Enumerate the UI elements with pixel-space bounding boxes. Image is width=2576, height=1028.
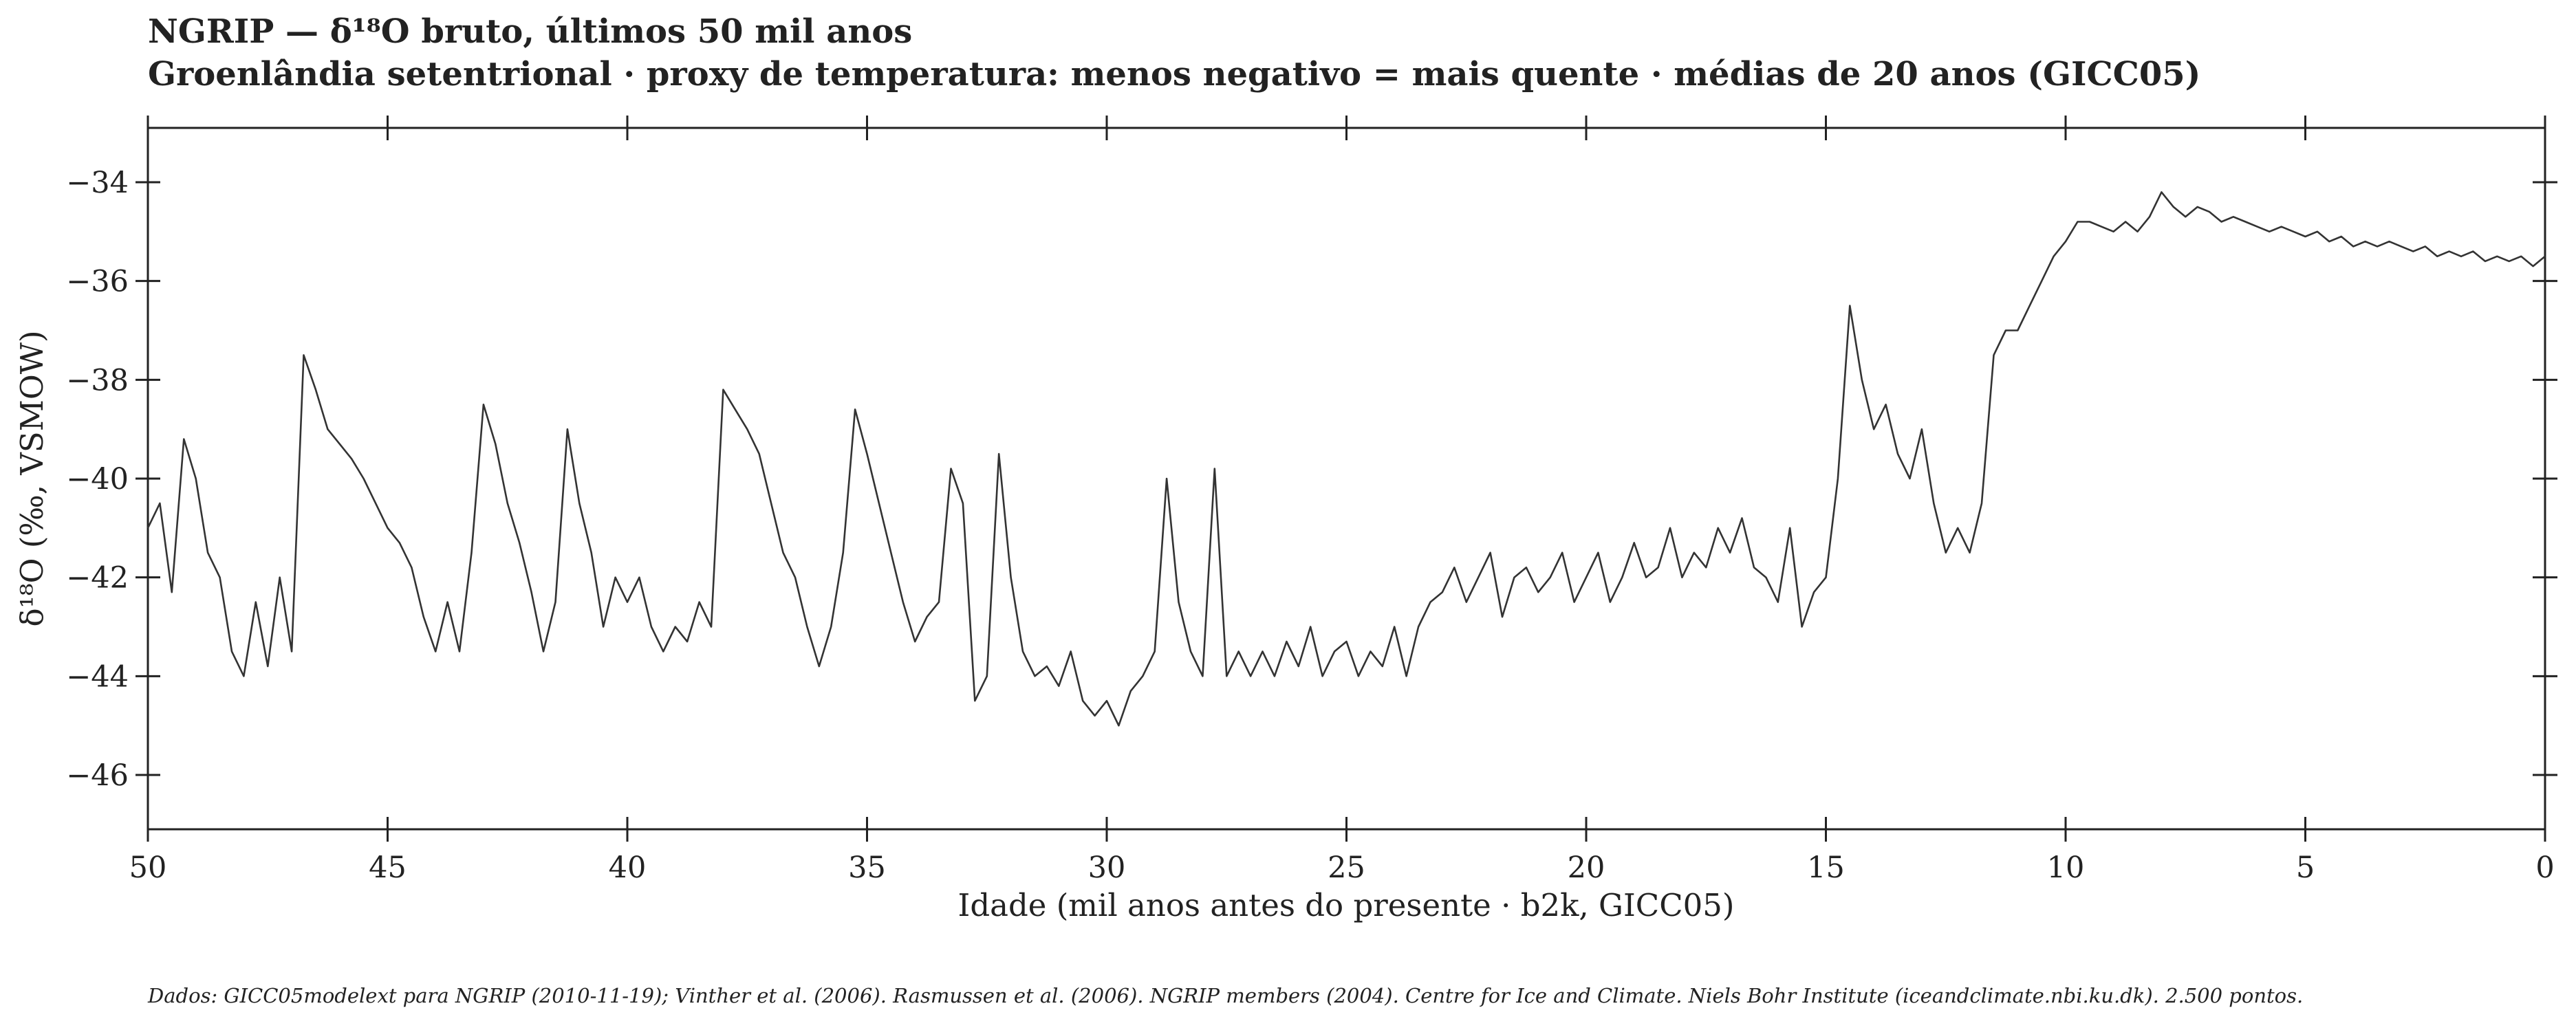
y-axis-label: δ¹⁸O (‰, VSMOW) bbox=[14, 330, 50, 626]
y-tick-label: −40 bbox=[66, 462, 129, 496]
x-tick-label: 40 bbox=[609, 851, 647, 885]
y-tick-label: −46 bbox=[66, 758, 129, 793]
chart-subtitle: Groenlândia setentrional · proxy de temp… bbox=[148, 55, 2200, 94]
x-tick-label: 50 bbox=[129, 851, 167, 885]
x-tick-label: 35 bbox=[848, 851, 886, 885]
data-line bbox=[147, 191, 2546, 727]
x-tick-label: 30 bbox=[1088, 851, 1126, 885]
y-tick-label: −44 bbox=[66, 659, 129, 694]
x-axis-label: Idade (mil anos antes do presente · b2k,… bbox=[958, 887, 1735, 923]
x-tick-label: 25 bbox=[1328, 851, 1365, 885]
y-tick-label: −36 bbox=[66, 265, 129, 299]
x-tick-label: 20 bbox=[1568, 851, 1605, 885]
x-tick-label: 45 bbox=[369, 851, 407, 885]
chart-title: NGRIP — δ¹⁸O bruto, últimos 50 mil anos bbox=[148, 12, 912, 51]
x-tick-label: 0 bbox=[2535, 851, 2554, 885]
x-tick-label: 15 bbox=[1807, 851, 1845, 885]
y-tick-label: −34 bbox=[66, 166, 129, 200]
x-tick-label: 10 bbox=[2047, 851, 2085, 885]
plot-frame bbox=[147, 127, 2546, 831]
y-tick-label: −38 bbox=[66, 363, 129, 397]
x-tick-label: 5 bbox=[2296, 851, 2315, 885]
footnote: Dados: GICC05modelext para NGRIP (2010-1… bbox=[147, 984, 2303, 1007]
y-tick-label: −42 bbox=[66, 561, 129, 595]
